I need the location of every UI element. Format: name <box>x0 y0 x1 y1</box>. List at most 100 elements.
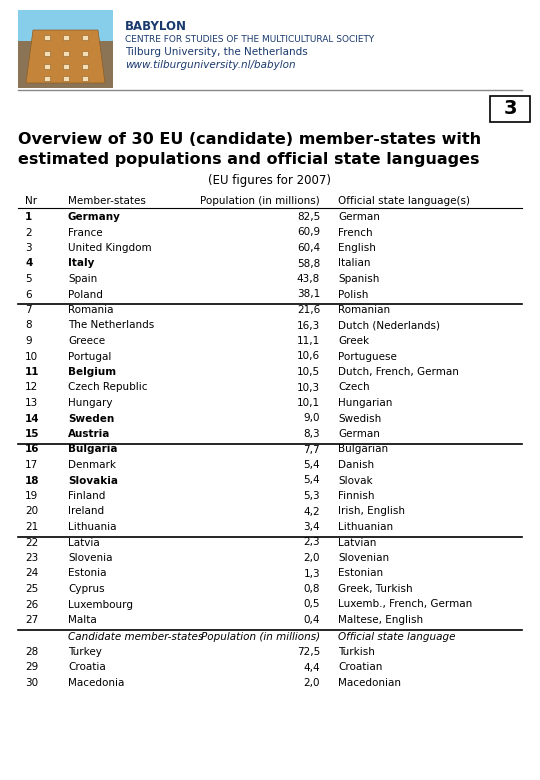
Text: Belgium: Belgium <box>68 367 116 377</box>
Text: 2,0: 2,0 <box>303 678 320 688</box>
Text: Croatia: Croatia <box>68 662 106 672</box>
Text: 10,3: 10,3 <box>297 382 320 392</box>
Text: Danish: Danish <box>338 460 374 470</box>
Text: 17: 17 <box>25 460 38 470</box>
Text: 21,6: 21,6 <box>297 305 320 315</box>
Text: Irish, English: Irish, English <box>338 506 405 516</box>
Text: 10,1: 10,1 <box>297 398 320 408</box>
Bar <box>82 76 87 81</box>
Bar <box>63 35 69 41</box>
Text: 60,4: 60,4 <box>297 243 320 253</box>
Text: Ireland: Ireland <box>68 506 104 516</box>
Text: Bulgarian: Bulgarian <box>338 445 388 455</box>
Text: 4,4: 4,4 <box>303 662 320 672</box>
Text: Latvian: Latvian <box>338 537 376 548</box>
Text: 19: 19 <box>25 491 38 501</box>
Text: Lithuania: Lithuania <box>68 522 117 532</box>
Text: Latvia: Latvia <box>68 537 100 548</box>
Text: (EU figures for 2007): (EU figures for 2007) <box>208 174 332 187</box>
Bar <box>44 51 50 56</box>
Text: Overview of 30 EU (candidate) member-states with: Overview of 30 EU (candidate) member-sta… <box>18 132 481 147</box>
Text: 8,3: 8,3 <box>303 429 320 439</box>
Text: German: German <box>338 212 380 222</box>
Text: Turkish: Turkish <box>338 647 375 657</box>
Polygon shape <box>26 30 105 83</box>
Text: Greek: Greek <box>338 336 369 346</box>
Text: Lithuanian: Lithuanian <box>338 522 393 532</box>
Text: United Kingdom: United Kingdom <box>68 243 152 253</box>
Text: Estonia: Estonia <box>68 569 106 579</box>
Text: 7,7: 7,7 <box>303 445 320 455</box>
Text: Austria: Austria <box>68 429 110 439</box>
Text: 5,4: 5,4 <box>303 460 320 470</box>
Text: Slovenian: Slovenian <box>338 553 389 563</box>
Text: 11: 11 <box>25 367 39 377</box>
Bar <box>63 64 69 69</box>
Text: 2,3: 2,3 <box>303 537 320 548</box>
Text: Slovak: Slovak <box>338 476 373 485</box>
Text: www.tilburguniversity.nl/babylon: www.tilburguniversity.nl/babylon <box>125 60 295 70</box>
Text: 1,3: 1,3 <box>303 569 320 579</box>
Text: 9,0: 9,0 <box>303 413 320 424</box>
Bar <box>18 10 113 88</box>
Text: Spain: Spain <box>68 274 97 284</box>
Text: 10,6: 10,6 <box>297 352 320 361</box>
Text: France: France <box>68 228 103 237</box>
Text: Cyprus: Cyprus <box>68 584 105 594</box>
Text: 82,5: 82,5 <box>297 212 320 222</box>
Text: Hungary: Hungary <box>68 398 112 408</box>
Text: Member-states: Member-states <box>68 196 146 206</box>
Text: Luxembourg: Luxembourg <box>68 600 133 609</box>
Text: Denmark: Denmark <box>68 460 116 470</box>
Text: Romanian: Romanian <box>338 305 390 315</box>
Text: 25: 25 <box>25 584 38 594</box>
Text: 12: 12 <box>25 382 38 392</box>
Text: 0,8: 0,8 <box>303 584 320 594</box>
Text: Turkey: Turkey <box>68 647 102 657</box>
Text: Malta: Malta <box>68 615 97 625</box>
Text: 23: 23 <box>25 553 38 563</box>
Text: Official state language(s): Official state language(s) <box>338 196 470 206</box>
Text: German: German <box>338 429 380 439</box>
Bar <box>82 64 87 69</box>
Text: 5,4: 5,4 <box>303 476 320 485</box>
Text: Italy: Italy <box>68 258 94 268</box>
Text: Sweden: Sweden <box>68 413 114 424</box>
Text: 26: 26 <box>25 600 38 609</box>
Bar <box>44 35 50 41</box>
Text: 27: 27 <box>25 615 38 625</box>
Text: 28: 28 <box>25 647 38 657</box>
Text: Slovakia: Slovakia <box>68 476 118 485</box>
Text: English: English <box>338 243 376 253</box>
Text: Maltese, English: Maltese, English <box>338 615 423 625</box>
Bar <box>18 10 113 41</box>
Text: Hungarian: Hungarian <box>338 398 393 408</box>
Text: CENTRE FOR STUDIES OF THE MULTICULTURAL SOCIETY: CENTRE FOR STUDIES OF THE MULTICULTURAL … <box>125 35 374 44</box>
Text: Portuguese: Portuguese <box>338 352 397 361</box>
Text: Bulgaria: Bulgaria <box>68 445 118 455</box>
Text: 60,9: 60,9 <box>297 228 320 237</box>
Text: 1: 1 <box>25 212 32 222</box>
Text: 29: 29 <box>25 662 38 672</box>
Text: Finland: Finland <box>68 491 105 501</box>
Text: Poland: Poland <box>68 289 103 300</box>
Text: 38,1: 38,1 <box>297 289 320 300</box>
Text: 72,5: 72,5 <box>297 647 320 657</box>
Text: Italian: Italian <box>338 258 370 268</box>
Text: 3,4: 3,4 <box>303 522 320 532</box>
Text: 58,8: 58,8 <box>297 258 320 268</box>
Text: Luxemb., French, German: Luxemb., French, German <box>338 600 472 609</box>
Text: 4,2: 4,2 <box>303 506 320 516</box>
Text: 22: 22 <box>25 537 38 548</box>
Text: Tilburg University, the Netherlands: Tilburg University, the Netherlands <box>125 47 308 57</box>
Text: Spanish: Spanish <box>338 274 380 284</box>
Text: 14: 14 <box>25 413 39 424</box>
Text: Romania: Romania <box>68 305 113 315</box>
Text: Greece: Greece <box>68 336 105 346</box>
Text: 0,5: 0,5 <box>303 600 320 609</box>
Text: 5,3: 5,3 <box>303 491 320 501</box>
Text: 2: 2 <box>25 228 32 237</box>
Text: 15: 15 <box>25 429 39 439</box>
Text: 6: 6 <box>25 289 32 300</box>
Text: 4: 4 <box>25 258 32 268</box>
